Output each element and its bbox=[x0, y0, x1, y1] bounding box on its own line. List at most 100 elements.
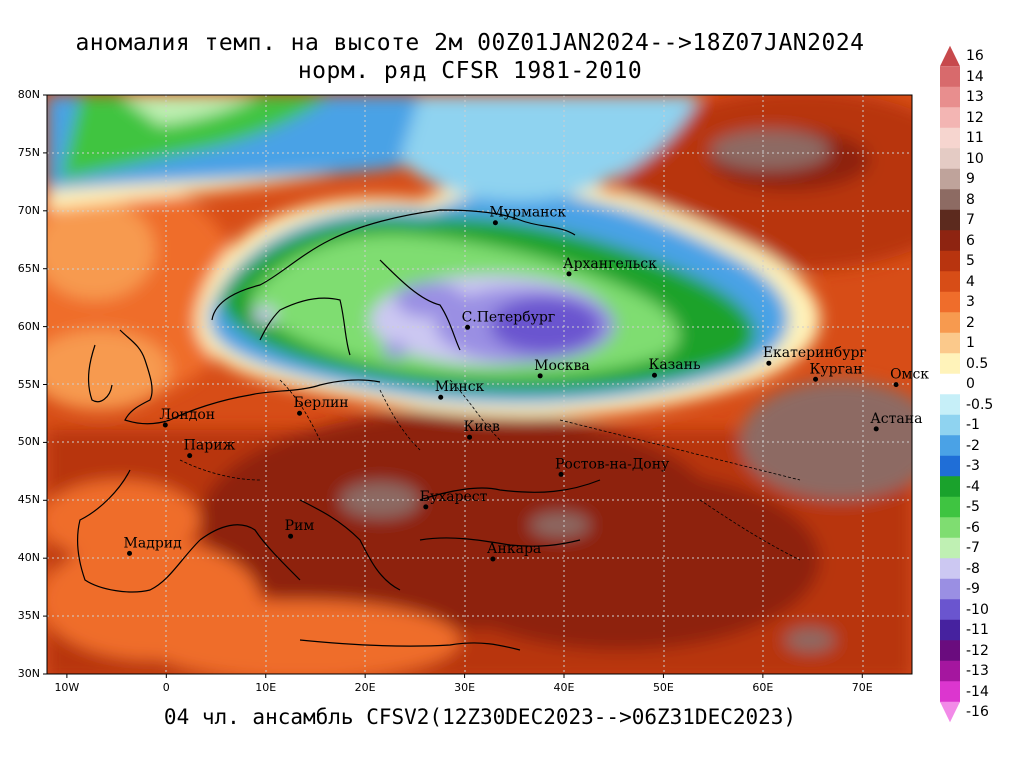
lon-label: 40E bbox=[553, 681, 575, 694]
colorbar-label: -16 bbox=[966, 704, 989, 720]
city-dot bbox=[127, 550, 133, 556]
borders bbox=[179, 379, 801, 561]
colorbar-bottom-arrow bbox=[940, 701, 960, 723]
lon-label: 10E bbox=[255, 681, 277, 694]
colorbar-swatch bbox=[940, 578, 960, 600]
lon-label: 60E bbox=[752, 681, 774, 694]
colorbar-swatch bbox=[940, 312, 960, 334]
color-scale bbox=[940, 45, 960, 723]
colorbar-swatch bbox=[940, 640, 960, 662]
colorbar-swatch bbox=[940, 148, 960, 170]
colorbar-swatch bbox=[940, 660, 960, 682]
colorbar-swatch bbox=[940, 619, 960, 641]
lat-label: 40N bbox=[17, 551, 40, 565]
coastlines bbox=[76, 209, 601, 651]
colorbar-label: 13 bbox=[966, 89, 984, 105]
colorbar-label: -8 bbox=[966, 560, 980, 577]
city-label: Рим bbox=[285, 518, 315, 534]
colorbar-swatch bbox=[940, 558, 960, 580]
colorbar-label: -2 bbox=[966, 437, 980, 454]
city-label: Минск bbox=[435, 379, 485, 395]
colorbar-swatch bbox=[940, 537, 960, 559]
colorbar-swatch bbox=[940, 271, 960, 293]
city-label: Курган bbox=[810, 361, 863, 377]
colorbar-label: 1 bbox=[966, 335, 975, 351]
city-label: Екатеринбург bbox=[763, 345, 867, 361]
colorbar-swatch bbox=[940, 435, 960, 457]
colorbar-label: 4 bbox=[966, 273, 975, 290]
lon-label: 0 bbox=[162, 681, 170, 694]
colorbar-swatch bbox=[940, 414, 960, 436]
lat-label: 55N bbox=[17, 377, 40, 391]
city-label: С.Петербург bbox=[462, 309, 556, 325]
colorbar-label: -9 bbox=[966, 581, 980, 597]
colorbar-label: 14 bbox=[966, 68, 984, 85]
colorbar-label: -1 bbox=[966, 417, 980, 433]
city-dot bbox=[438, 394, 444, 400]
chart-subtitle: норм. ряд CFSR 1981-2010 bbox=[297, 58, 643, 84]
city-label: Ростов-на-Дону bbox=[555, 456, 670, 472]
lat-label: 50N bbox=[17, 435, 40, 449]
colorbar-label: -13 bbox=[966, 663, 989, 679]
colorbar-swatch bbox=[940, 291, 960, 313]
colorbar-label: -4 bbox=[966, 478, 980, 495]
city-dot bbox=[651, 372, 657, 378]
city-label: Архангельск bbox=[563, 256, 657, 272]
lat-label: 65N bbox=[17, 261, 40, 275]
colorbar-label: -7 bbox=[966, 540, 980, 556]
colorbar-swatch bbox=[940, 86, 960, 108]
colorbar-swatch bbox=[940, 168, 960, 190]
city-label: Омск bbox=[890, 367, 929, 383]
colorbar-label: 12 bbox=[966, 109, 984, 126]
city-label: Бухарест bbox=[420, 489, 488, 505]
colorbar-label: 8 bbox=[966, 191, 975, 208]
city-label: Астана bbox=[870, 411, 922, 427]
city-dot bbox=[893, 382, 899, 388]
colorbar-label: -10 bbox=[966, 601, 989, 618]
colorbar-swatch bbox=[940, 496, 960, 518]
lat-label: 80N bbox=[17, 88, 40, 101]
colorbar-top-arrow bbox=[940, 45, 960, 67]
anomaly-field bbox=[47, 95, 912, 674]
colorbar-label: 3 bbox=[966, 294, 975, 310]
city-label: Париж bbox=[184, 438, 236, 454]
lat-label: 60N bbox=[17, 319, 40, 333]
colorbar-label: 9 bbox=[966, 171, 975, 187]
chart-title: аномалия темп. на высоте 2м 00Z01JAN2024… bbox=[75, 30, 865, 56]
colorbar-label: -11 bbox=[966, 622, 989, 638]
city-dot bbox=[162, 422, 168, 428]
lon-label: 30E bbox=[454, 681, 476, 694]
colorbar-swatch bbox=[940, 230, 960, 252]
city-dot bbox=[566, 271, 572, 277]
city-dot bbox=[288, 533, 294, 539]
colorbar-swatch bbox=[940, 599, 960, 621]
graticule bbox=[47, 95, 912, 674]
city-dot bbox=[423, 504, 429, 510]
colorbar-swatch bbox=[940, 455, 960, 477]
colorbar-label: 16 bbox=[966, 48, 984, 64]
lon-label: 10W bbox=[54, 681, 80, 694]
city-dot bbox=[297, 410, 303, 416]
colorbar-label: 0.5 bbox=[966, 355, 989, 372]
city-dot bbox=[766, 360, 772, 366]
city-dot bbox=[492, 220, 498, 226]
colorbar-label: -14 bbox=[966, 683, 989, 700]
lon-label: 70E bbox=[851, 681, 873, 694]
lon-label: 50E bbox=[652, 681, 674, 694]
city-dot bbox=[490, 556, 496, 562]
city-dot bbox=[813, 376, 819, 382]
colorbar-label: -12 bbox=[966, 642, 989, 659]
colorbar-swatch bbox=[940, 681, 960, 703]
colorbar-swatch bbox=[940, 127, 960, 149]
colorbar-label: 11 bbox=[966, 130, 984, 146]
city-dot bbox=[873, 426, 879, 432]
city-label: Москва bbox=[534, 358, 590, 374]
colorbar-label: -3 bbox=[966, 458, 980, 474]
city-label: Лондон bbox=[159, 407, 215, 423]
lat-label: 75N bbox=[17, 145, 40, 159]
colorbar-swatch bbox=[940, 332, 960, 354]
axis-ticks bbox=[43, 94, 863, 678]
city-dot bbox=[465, 324, 471, 330]
colorbar-label: 2 bbox=[966, 314, 975, 331]
